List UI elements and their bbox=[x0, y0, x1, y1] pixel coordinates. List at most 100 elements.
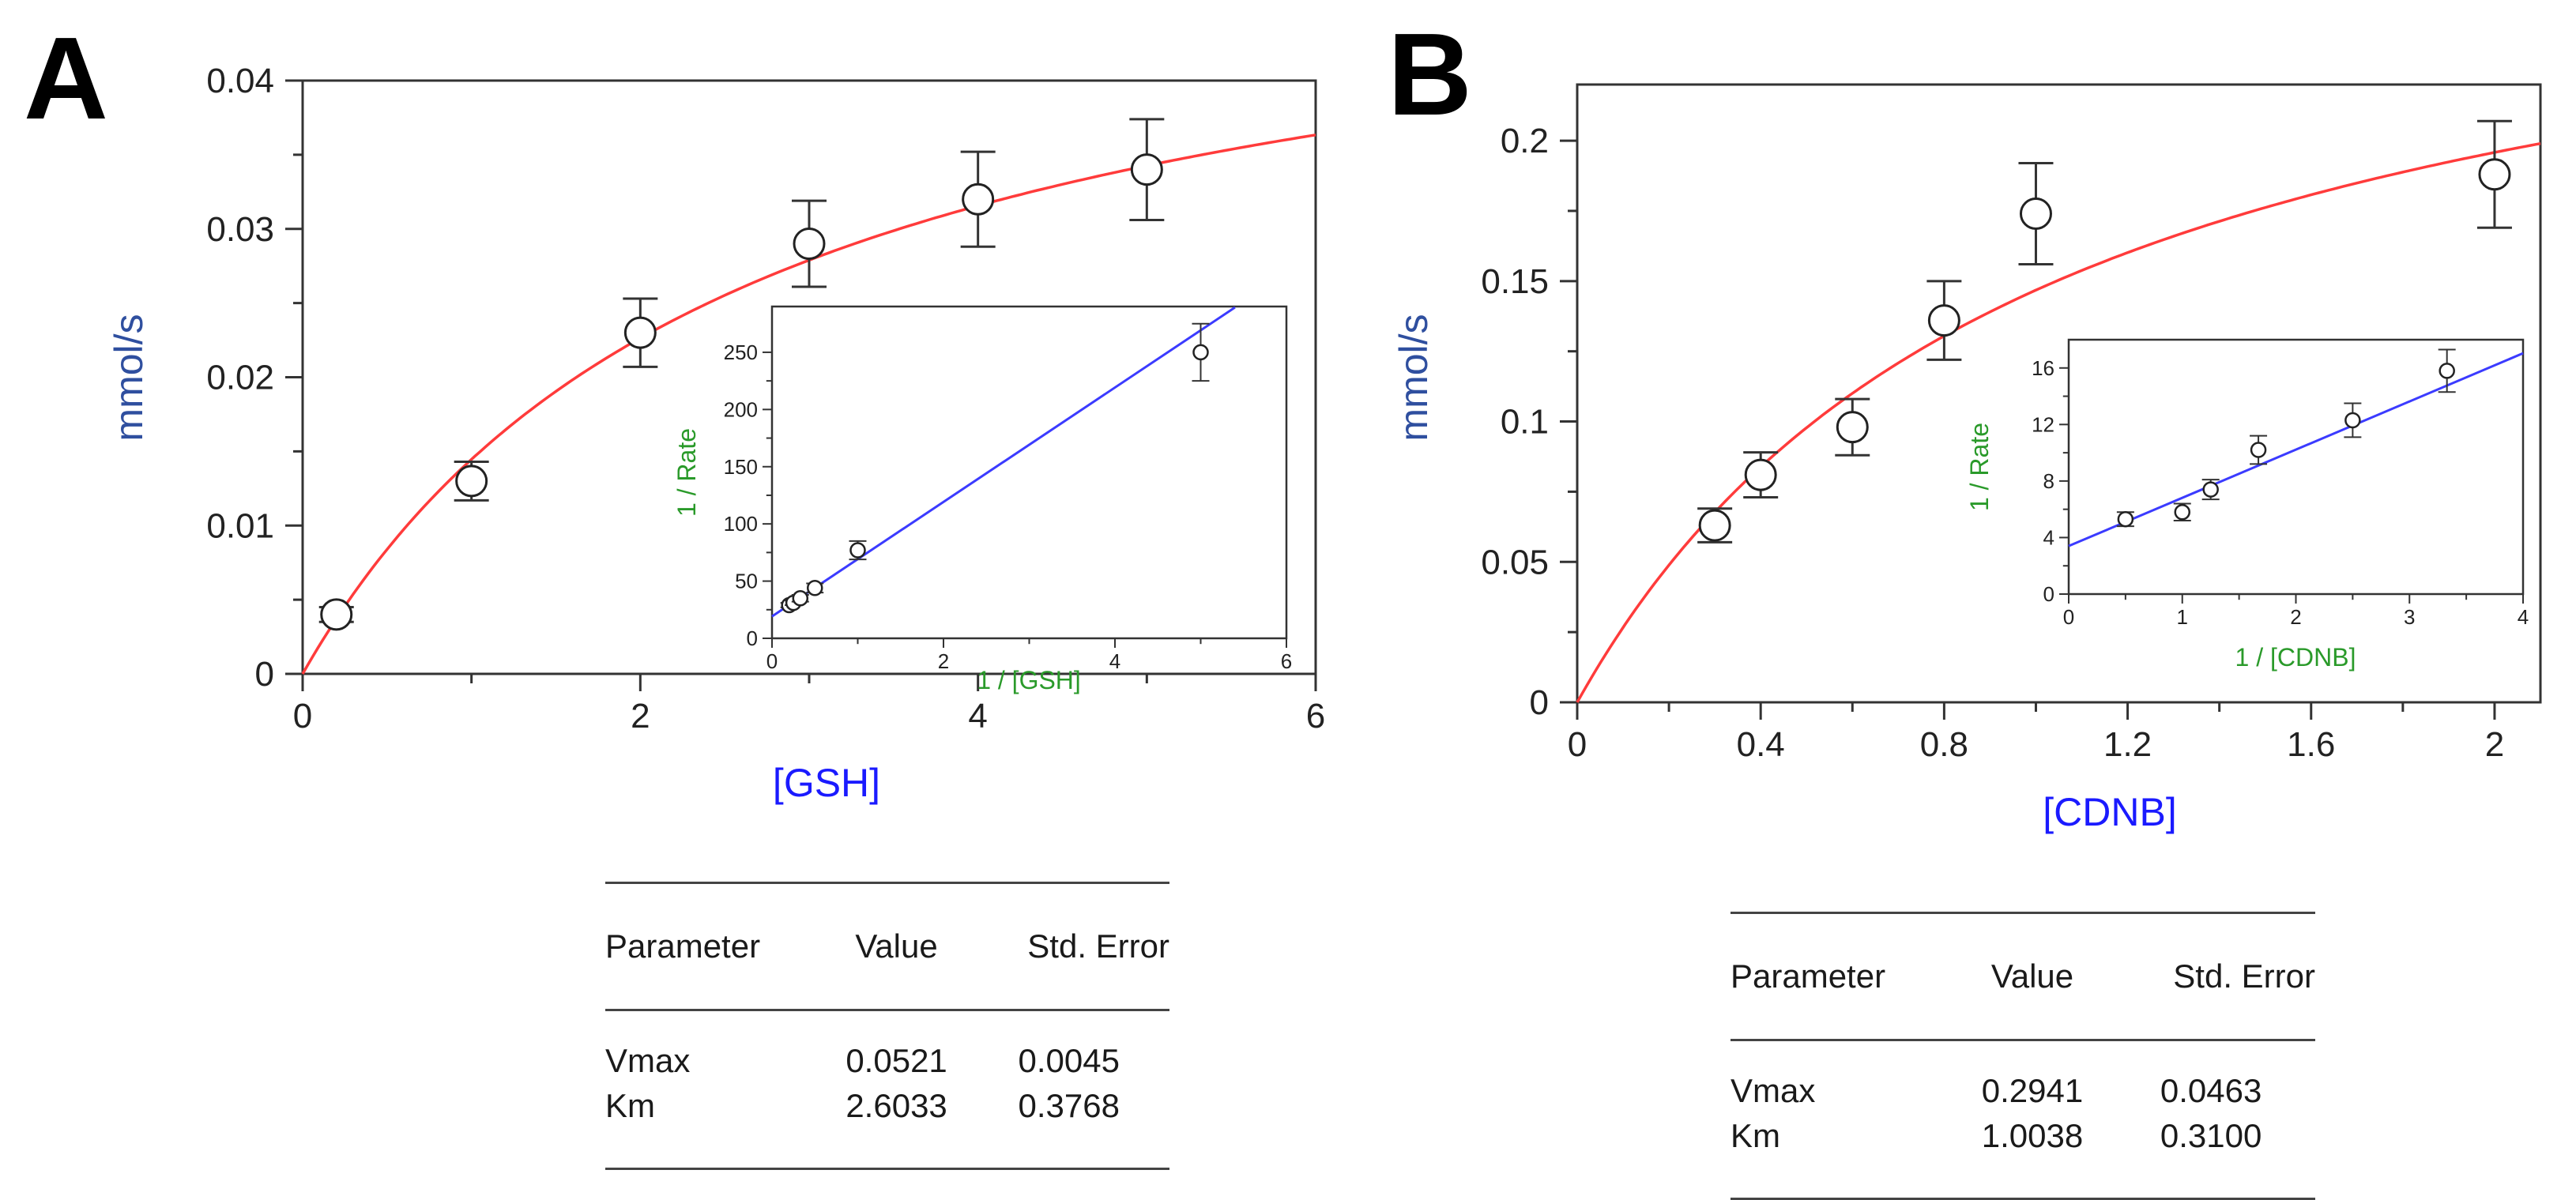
inset-y-tick-label: 50 bbox=[735, 570, 758, 593]
table-cell: Km bbox=[1731, 1113, 1958, 1200]
inset-frame bbox=[770, 305, 1288, 640]
x-tick-label: 0 bbox=[293, 697, 312, 735]
y-tick-label: 0.05 bbox=[1481, 543, 1549, 581]
inset-x-tick-label: 0 bbox=[766, 649, 778, 673]
inset-y-tick-label: 16 bbox=[2032, 356, 2054, 380]
inset-y-tick-label: 12 bbox=[2032, 412, 2054, 436]
inset-data-point bbox=[1192, 344, 1209, 361]
data-point bbox=[793, 228, 826, 261]
x-tick-label: 4 bbox=[968, 697, 987, 735]
y-tick-label: 0.02 bbox=[206, 359, 274, 397]
data-point bbox=[320, 598, 353, 631]
table-header-cell: Std. Error bbox=[2107, 912, 2315, 1041]
x-axis-label: [CDNB] bbox=[2043, 790, 2176, 834]
table-cell: 0.3100 bbox=[2107, 1113, 2315, 1200]
data-point bbox=[2478, 158, 2511, 191]
x-tick-label: 0 bbox=[1568, 725, 1587, 764]
y-tick-label: 0 bbox=[255, 655, 274, 694]
x-tick-label: 0.8 bbox=[1920, 725, 1968, 764]
y-tick-label: 0.03 bbox=[206, 210, 274, 249]
parameter-table-b: Parameter Value Std. Error Vmax 0.2941 0… bbox=[1731, 912, 2315, 1200]
y-tick-label: 0.1 bbox=[1501, 403, 1549, 442]
inset-x-tick-label: 3 bbox=[2404, 605, 2415, 629]
table-cell: 2.6033 bbox=[824, 1083, 969, 1170]
x-tick-label: 1.6 bbox=[2287, 725, 2335, 764]
inset-y-tick-label: 250 bbox=[724, 340, 758, 364]
y-axis-label: mmol/s bbox=[1392, 314, 1436, 441]
inset-x-axis-label: 1 / [GSH] bbox=[977, 666, 1081, 694]
data-point bbox=[2019, 197, 2052, 231]
inset-data-point bbox=[2250, 442, 2267, 458]
y-tick-label: 0.2 bbox=[1501, 122, 1549, 160]
panel-label: B bbox=[1388, 9, 1472, 140]
fit-curve bbox=[1576, 141, 2541, 703]
x-tick-label: 2 bbox=[2485, 725, 2504, 764]
y-tick-label: 0.04 bbox=[206, 62, 274, 100]
inset-data-point bbox=[807, 580, 823, 596]
inset-y-tick-label: 150 bbox=[724, 455, 758, 479]
x-tick-label: 6 bbox=[1306, 697, 1325, 735]
x-axis-label: [GSH] bbox=[773, 761, 880, 805]
table-header-cell: Value bbox=[824, 882, 969, 1011]
inset-y-tick-label: 100 bbox=[724, 512, 758, 536]
inset-data-point bbox=[849, 542, 866, 559]
table-header-cell: Std. Error bbox=[968, 882, 1169, 1011]
y-axis-label: mmol/s bbox=[107, 314, 151, 441]
table-header-row: Parameter Value Std. Error bbox=[605, 882, 1169, 1011]
table-cell: Km bbox=[605, 1083, 825, 1170]
table-cell: 1.0038 bbox=[1957, 1113, 2107, 1200]
x-tick-label: 1.2 bbox=[2103, 725, 2152, 764]
inset-y-tick-label: 4 bbox=[2043, 525, 2054, 549]
table-row: Km 2.6033 0.3768 bbox=[605, 1083, 1169, 1170]
table-row: Km 1.0038 0.3100 bbox=[1731, 1113, 2315, 1200]
inset-data-point bbox=[2439, 363, 2455, 379]
table-cell: Vmax bbox=[1731, 1072, 1816, 1109]
data-point bbox=[1927, 304, 1960, 337]
inset-y-tick-label: 0 bbox=[2043, 582, 2054, 606]
data-point bbox=[623, 316, 657, 349]
inset-data-point bbox=[2344, 412, 2361, 429]
table-header-cell: Value bbox=[1957, 912, 2107, 1041]
inset-x-tick-label: 4 bbox=[2518, 605, 2529, 629]
table-cell: Vmax bbox=[605, 1042, 691, 1079]
table-cell: 0.2941 bbox=[1981, 1072, 2084, 1109]
panel-label: A bbox=[24, 13, 108, 144]
inset-fit-line bbox=[771, 306, 1236, 618]
inset-y-tick-label: 200 bbox=[724, 397, 758, 421]
inset-x-tick-label: 1 bbox=[2177, 605, 2188, 629]
data-point bbox=[1130, 153, 1163, 186]
parameter-table-a: Parameter Value Std. Error Vmax 0.0521 0… bbox=[605, 882, 1169, 1170]
x-tick-label: 0.4 bbox=[1737, 725, 1785, 764]
table-cell: 0.0463 bbox=[2160, 1072, 2262, 1109]
panel-a: A0 2 4 600.010.020.030.04[GSH]mmol/s0 2 4 6050… bbox=[24, 13, 1325, 805]
data-point bbox=[1836, 411, 1869, 444]
inset-data-point bbox=[792, 590, 809, 607]
data-point bbox=[1698, 509, 1731, 542]
table-cell: 0.3768 bbox=[968, 1083, 1169, 1170]
inset-x-tick-label: 2 bbox=[2290, 605, 2301, 629]
inset-x-tick-label: 4 bbox=[1109, 649, 1120, 673]
table-cell: 0.0045 bbox=[1018, 1042, 1120, 1079]
table-row: Vmax 0.0521 0.0045 bbox=[605, 1010, 1169, 1084]
y-tick-label: 0.15 bbox=[1481, 262, 1549, 301]
inset-x-tick-label: 6 bbox=[1281, 649, 1292, 673]
inset-y-tick-label: 0 bbox=[747, 626, 758, 650]
inset-data-point bbox=[2174, 503, 2190, 521]
table-row: Vmax 0.2941 0.0463 bbox=[1731, 1040, 2315, 1114]
inset-y-tick-label: 8 bbox=[2043, 469, 2054, 493]
table-header-cell: Parameter bbox=[605, 882, 825, 1011]
table-header-row: Parameter Value Std. Error bbox=[1731, 912, 2315, 1041]
data-point bbox=[455, 465, 488, 498]
inset-data-point bbox=[2117, 510, 2134, 528]
inset-y-axis-label: 1 / Rate bbox=[1965, 423, 1994, 511]
table-header-cell: Parameter bbox=[1731, 912, 1958, 1041]
inset-x-tick-label: 0 bbox=[2063, 605, 2074, 629]
inset-frame bbox=[2067, 338, 2525, 596]
inset-data-point bbox=[2202, 481, 2219, 498]
inset-x-axis-label: 1 / [CDNB] bbox=[2235, 643, 2356, 671]
panel-b: B 0 0.4 0.8 1.2 1.6 2 0 0.05 0.1 0.15 0.2 [CDNB] mmol… bbox=[1388, 9, 2542, 834]
table-cell: 0.0521 bbox=[845, 1042, 947, 1079]
y-tick-label: 0 bbox=[1530, 683, 1549, 722]
